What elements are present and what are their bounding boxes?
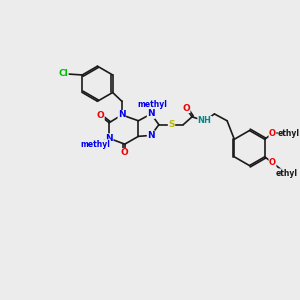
Text: N: N (118, 110, 126, 119)
Text: ethyl: ethyl (278, 129, 300, 138)
Text: O: O (269, 158, 276, 167)
Text: O: O (182, 103, 190, 112)
Text: O: O (121, 148, 129, 158)
Text: methyl: methyl (93, 146, 98, 147)
Text: methyl: methyl (93, 143, 98, 145)
Text: methyl: methyl (137, 100, 167, 109)
Text: NH: NH (198, 116, 212, 125)
Text: methyl: methyl (93, 146, 98, 148)
Text: methyl: methyl (81, 140, 110, 149)
Text: ethyl: ethyl (276, 169, 298, 178)
Text: N: N (147, 110, 155, 118)
Text: S: S (168, 120, 175, 129)
Text: O: O (269, 129, 276, 138)
Text: O: O (97, 111, 104, 120)
Text: N: N (147, 131, 155, 140)
Text: N: N (105, 134, 113, 143)
Text: Cl: Cl (58, 70, 68, 79)
